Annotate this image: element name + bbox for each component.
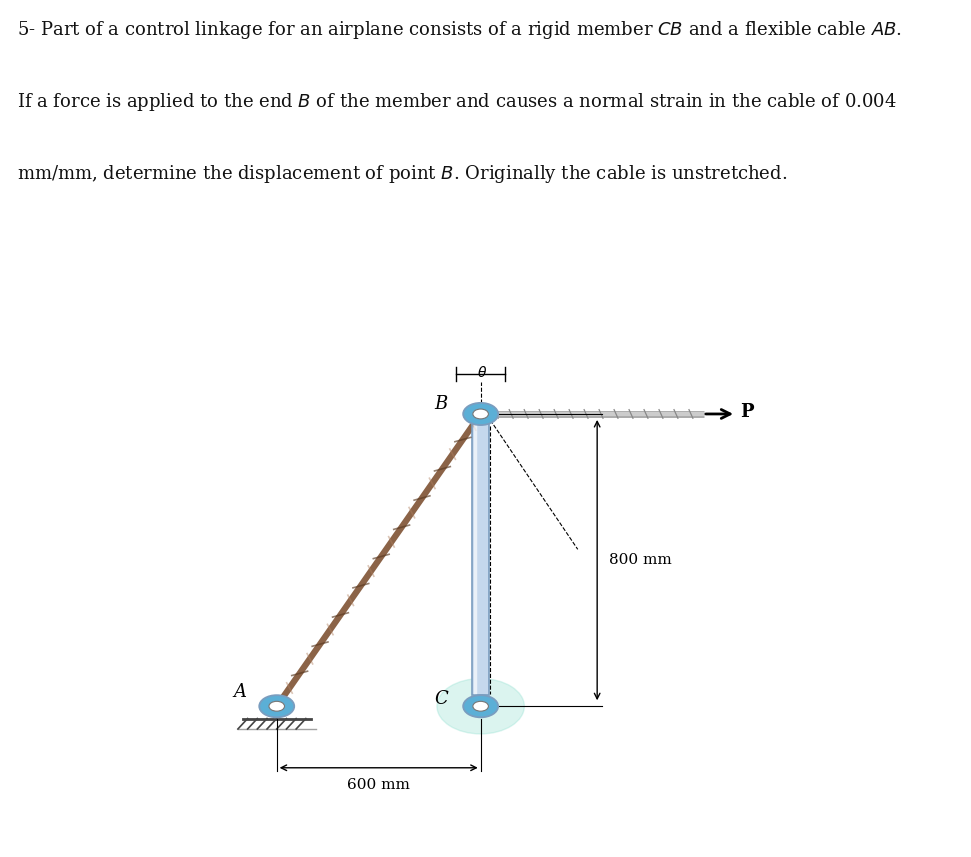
Circle shape — [473, 701, 488, 711]
Text: mm/mm, determine the displacement of point $B$. Originally the cable is unstretc: mm/mm, determine the displacement of poi… — [17, 163, 787, 185]
Circle shape — [473, 409, 488, 419]
Circle shape — [463, 403, 498, 425]
Text: $\theta$: $\theta$ — [478, 365, 487, 381]
Circle shape — [259, 695, 294, 717]
Text: A: A — [233, 683, 246, 701]
Text: C: C — [434, 690, 448, 708]
Text: B: B — [434, 395, 448, 413]
Circle shape — [269, 701, 285, 711]
Text: 5- Part of a control linkage for an airplane consists of a rigid member $CB$ and: 5- Part of a control linkage for an airp… — [17, 19, 902, 41]
Circle shape — [463, 695, 498, 717]
Bar — [472, 414, 489, 695]
Circle shape — [437, 679, 524, 734]
Text: 600 mm: 600 mm — [348, 778, 410, 793]
Text: If a force is applied to the end $B$ of the member and causes a normal strain in: If a force is applied to the end $B$ of … — [17, 91, 897, 113]
Text: 800 mm: 800 mm — [609, 553, 672, 567]
Text: P: P — [740, 403, 753, 421]
